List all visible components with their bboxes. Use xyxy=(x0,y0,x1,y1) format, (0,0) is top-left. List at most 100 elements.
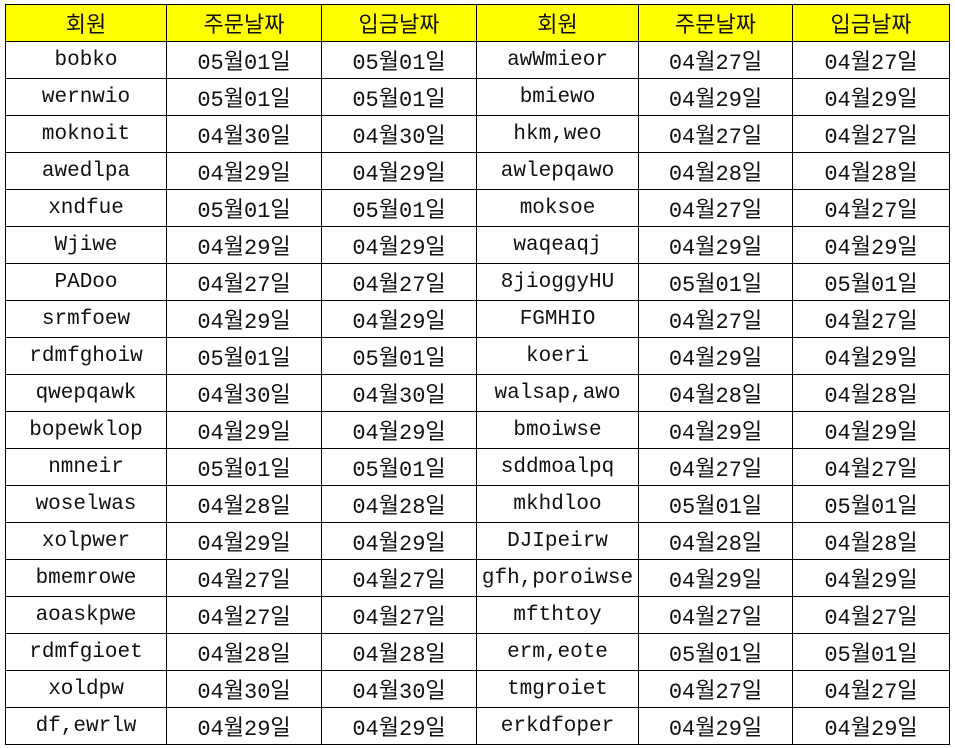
order-date-cell[interactable]: 04월29일 xyxy=(638,337,793,375)
payment-date-cell[interactable]: 05월01일 xyxy=(321,41,477,79)
payment-date-cell[interactable]: 04월27일 xyxy=(792,448,950,486)
payment-date-cell[interactable]: 04월28일 xyxy=(792,152,950,190)
payment-date-cell[interactable]: 04월29일 xyxy=(792,411,950,449)
payment-date-cell[interactable]: 04월27일 xyxy=(321,596,477,634)
order-date-cell[interactable]: 05월01일 xyxy=(166,337,322,375)
member-cell[interactable]: awedlpa xyxy=(5,152,167,190)
order-date-cell[interactable]: 04월29일 xyxy=(166,300,322,338)
payment-date-cell[interactable]: 04월30일 xyxy=(321,115,477,153)
member-cell[interactable]: tmgroiet xyxy=(476,670,639,708)
order-date-cell[interactable]: 04월29일 xyxy=(638,559,793,597)
payment-date-cell[interactable]: 04월28일 xyxy=(792,374,950,412)
payment-date-cell[interactable]: 04월28일 xyxy=(792,522,950,560)
payment-date-cell[interactable]: 04월30일 xyxy=(321,374,477,412)
member-cell[interactable]: erkdfoper xyxy=(476,707,639,745)
payment-date-cell[interactable]: 04월29일 xyxy=(792,78,950,116)
order-date-cell[interactable]: 04월29일 xyxy=(166,707,322,745)
order-date-cell[interactable]: 04월28일 xyxy=(638,374,793,412)
payment-date-cell[interactable]: 05월01일 xyxy=(321,189,477,227)
order-date-cell[interactable]: 04월27일 xyxy=(638,189,793,227)
order-date-cell[interactable]: 04월29일 xyxy=(638,411,793,449)
member-cell[interactable]: bmemrowe xyxy=(5,559,167,597)
order-date-cell[interactable]: 04월30일 xyxy=(166,670,322,708)
member-cell[interactable]: waqeaqj xyxy=(476,226,639,264)
order-date-cell[interactable]: 05월01일 xyxy=(638,485,793,523)
member-cell[interactable]: awWmieor xyxy=(476,41,639,79)
order-date-cell[interactable]: 04월27일 xyxy=(638,448,793,486)
member-cell[interactable]: nmneir xyxy=(5,448,167,486)
order-date-cell[interactable]: 04월28일 xyxy=(638,522,793,560)
member-cell[interactable]: mkhdloo xyxy=(476,485,639,523)
member-cell[interactable]: mfthtoy xyxy=(476,596,639,634)
payment-date-cell[interactable]: 04월27일 xyxy=(321,559,477,597)
payment-date-cell[interactable]: 05월01일 xyxy=(321,448,477,486)
payment-date-cell[interactable]: 04월29일 xyxy=(792,559,950,597)
order-date-cell[interactable]: 04월28일 xyxy=(166,633,322,671)
order-date-cell[interactable]: 05월01일 xyxy=(638,263,793,301)
header-cell-member[interactable]: 회원 xyxy=(476,4,639,42)
order-date-cell[interactable]: 04월29일 xyxy=(166,152,322,190)
payment-date-cell[interactable]: 04월29일 xyxy=(321,152,477,190)
member-cell[interactable]: xndfue xyxy=(5,189,167,227)
member-cell[interactable]: Wjiwe xyxy=(5,226,167,264)
order-date-cell[interactable]: 04월29일 xyxy=(166,411,322,449)
member-cell[interactable]: bmiewo xyxy=(476,78,639,116)
order-date-cell[interactable]: 04월27일 xyxy=(166,596,322,634)
payment-date-cell[interactable]: 04월29일 xyxy=(321,226,477,264)
order-date-cell[interactable]: 04월30일 xyxy=(166,115,322,153)
member-cell[interactable]: xolpwer xyxy=(5,522,167,560)
order-date-cell[interactable]: 04월29일 xyxy=(166,522,322,560)
member-cell[interactable]: bobko xyxy=(5,41,167,79)
order-date-cell[interactable]: 04월28일 xyxy=(166,485,322,523)
order-date-cell[interactable]: 05월01일 xyxy=(166,448,322,486)
member-cell[interactable]: sddmoalpq xyxy=(476,448,639,486)
order-date-cell[interactable]: 04월27일 xyxy=(638,115,793,153)
member-cell[interactable]: moksoe xyxy=(476,189,639,227)
order-date-cell[interactable]: 04월27일 xyxy=(638,670,793,708)
member-cell[interactable]: aoaskpwe xyxy=(5,596,167,634)
payment-date-cell[interactable]: 04월29일 xyxy=(321,522,477,560)
order-date-cell[interactable]: 04월27일 xyxy=(638,41,793,79)
member-cell[interactable]: 8jioggyHU xyxy=(476,263,639,301)
order-date-cell[interactable]: 04월29일 xyxy=(638,78,793,116)
payment-date-cell[interactable]: 04월29일 xyxy=(792,226,950,264)
payment-date-cell[interactable]: 05월01일 xyxy=(321,78,477,116)
member-cell[interactable]: moknoit xyxy=(5,115,167,153)
member-cell[interactable]: koeri xyxy=(476,337,639,375)
member-cell[interactable]: gfh,poroiwse xyxy=(476,559,639,597)
payment-date-cell[interactable]: 04월27일 xyxy=(792,300,950,338)
member-cell[interactable]: bmoiwse xyxy=(476,411,639,449)
payment-date-cell[interactable]: 05월01일 xyxy=(792,633,950,671)
order-date-cell[interactable]: 04월27일 xyxy=(638,300,793,338)
order-date-cell[interactable]: 05월01일 xyxy=(166,189,322,227)
member-cell[interactable]: bopewklop xyxy=(5,411,167,449)
member-cell[interactable]: qwepqawk xyxy=(5,374,167,412)
member-cell[interactable]: rdmfghoiw xyxy=(5,337,167,375)
payment-date-cell[interactable]: 04월27일 xyxy=(792,41,950,79)
member-cell[interactable]: walsap,awo xyxy=(476,374,639,412)
member-cell[interactable]: erm,eote xyxy=(476,633,639,671)
member-cell[interactable]: wernwio xyxy=(5,78,167,116)
payment-date-cell[interactable]: 04월28일 xyxy=(321,485,477,523)
order-date-cell[interactable]: 04월30일 xyxy=(166,374,322,412)
payment-date-cell[interactable]: 04월27일 xyxy=(792,670,950,708)
order-date-cell[interactable]: 04월27일 xyxy=(166,559,322,597)
payment-date-cell[interactable]: 04월28일 xyxy=(321,633,477,671)
header-cell-order-date[interactable]: 주문날짜 xyxy=(638,4,793,42)
order-date-cell[interactable]: 04월28일 xyxy=(638,152,793,190)
member-cell[interactable]: woselwas xyxy=(5,485,167,523)
payment-date-cell[interactable]: 04월27일 xyxy=(321,263,477,301)
order-date-cell[interactable]: 05월01일 xyxy=(638,633,793,671)
member-cell[interactable]: PADoo xyxy=(5,263,167,301)
order-date-cell[interactable]: 04월27일 xyxy=(166,263,322,301)
header-cell-payment-date[interactable]: 입금날짜 xyxy=(321,4,477,42)
payment-date-cell[interactable]: 04월30일 xyxy=(321,670,477,708)
member-cell[interactable]: awlepqawo xyxy=(476,152,639,190)
payment-date-cell[interactable]: 04월29일 xyxy=(792,707,950,745)
payment-date-cell[interactable]: 04월29일 xyxy=(321,707,477,745)
member-cell[interactable]: rdmfgioet xyxy=(5,633,167,671)
payment-date-cell[interactable]: 05월01일 xyxy=(792,263,950,301)
payment-date-cell[interactable]: 04월27일 xyxy=(792,115,950,153)
order-date-cell[interactable]: 04월29일 xyxy=(166,226,322,264)
order-date-cell[interactable]: 04월27일 xyxy=(638,596,793,634)
